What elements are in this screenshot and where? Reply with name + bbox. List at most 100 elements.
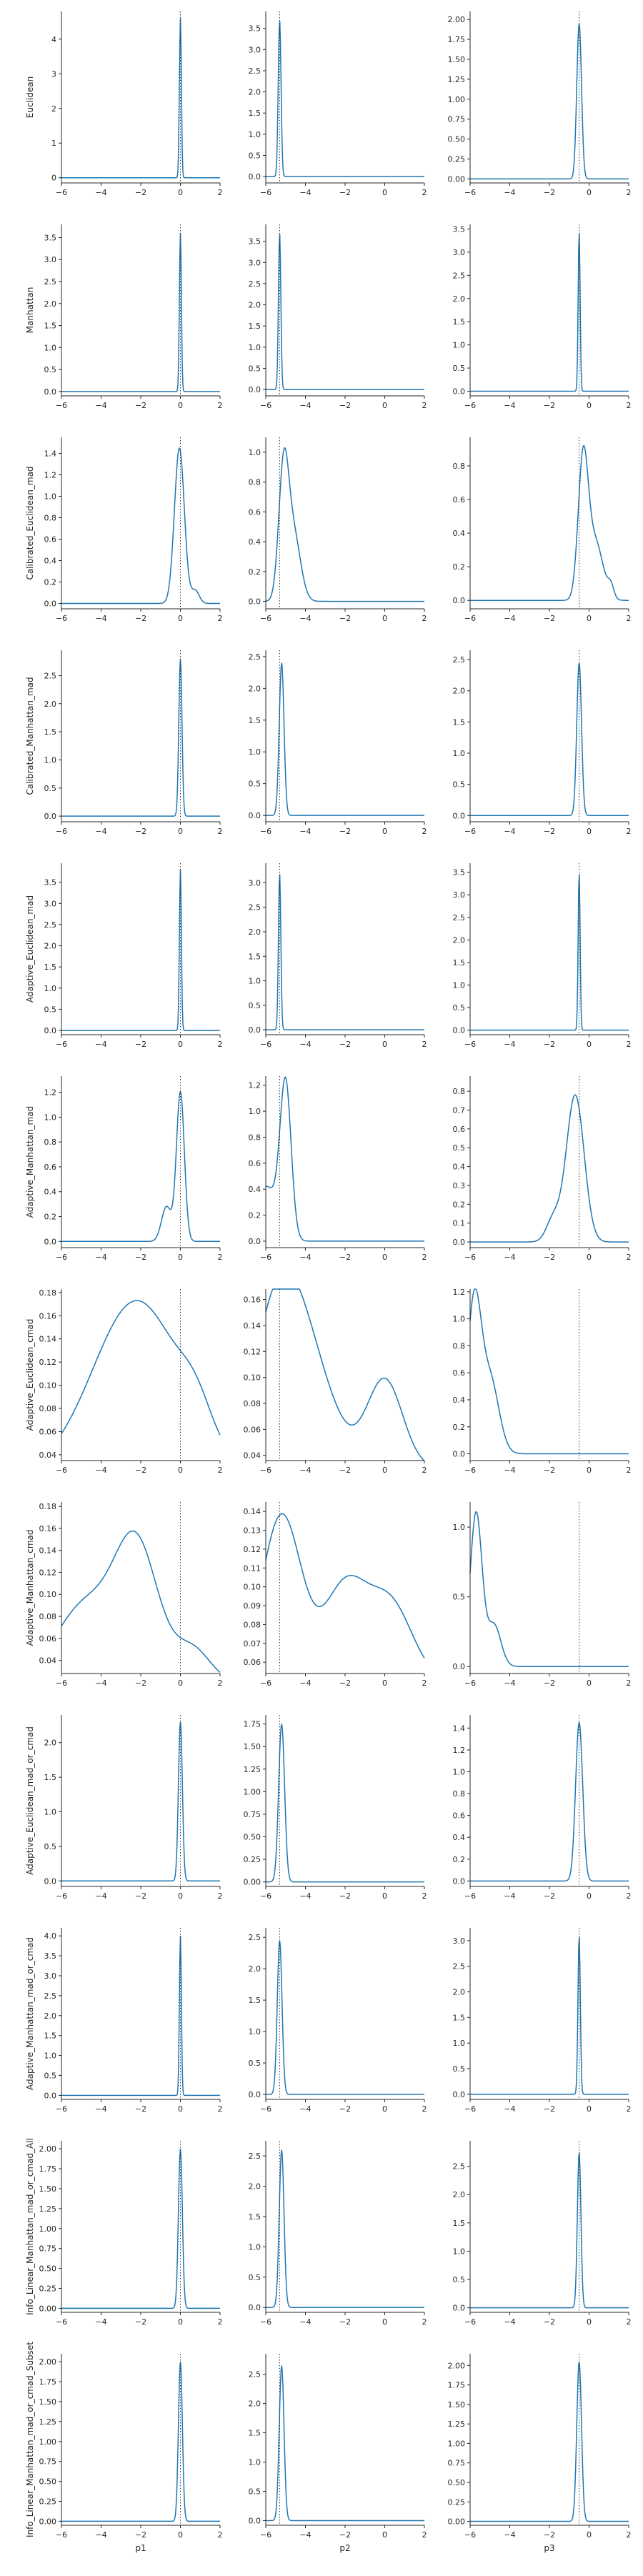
x-tick-label: −2 <box>339 1040 351 1049</box>
y-tick-label: 0.2 <box>249 567 261 577</box>
y-tick-label: 0.0 <box>44 1876 57 1886</box>
y-tick-label: 2.5 <box>249 66 261 76</box>
y-tick-label: 0.0 <box>44 1237 57 1246</box>
y-tick-label: 0.0 <box>453 1662 466 1671</box>
x-tick-label: −2 <box>135 2530 146 2540</box>
y-tick-label: 1 <box>51 139 56 148</box>
panel-r4-p1: −6 −4 −2 0 2 0.0 0.5 1.0 1.5 2.0 2.5 Calibrated_Man… <box>25 650 223 836</box>
y-tick-label: 2.0 <box>249 88 261 97</box>
y-tick-label: 1.5 <box>453 317 466 327</box>
x-tick-label: 2 <box>422 1679 427 1688</box>
y-tick-label: 2.0 <box>453 294 466 304</box>
x-tick-label: 0 <box>178 2317 183 2327</box>
x-tick-label: −2 <box>135 1891 146 1901</box>
x-tick-label: 0 <box>382 1466 387 1475</box>
x-tick-label: −4 <box>504 614 515 623</box>
x-tick-label: 0 <box>587 2104 592 2114</box>
y-tick-label: 2.0 <box>44 700 57 709</box>
x-tick-label: 0 <box>178 1253 183 1262</box>
panel-r8-p2: −6 −4 −2 0 2 0.06 0.07 0.08 0.09 0.10 0.11 0.12 0.13… <box>244 1502 427 1688</box>
y-tick-label: 0.7 <box>453 1105 466 1115</box>
density-curve <box>470 444 629 601</box>
density-curve <box>61 1936 220 2097</box>
y-tick-label: 0.0 <box>453 1238 466 1247</box>
y-tick-label: 0.0 <box>44 387 57 397</box>
y-tick-label: 1.5 <box>453 2013 466 2022</box>
y-tick-label: 0.0 <box>453 1026 466 1035</box>
y-tick-label: 1.0 <box>44 1113 57 1122</box>
y-tick-label: 0.8 <box>453 1341 466 1351</box>
y-tick-label: 0.6 <box>44 535 57 544</box>
density-curve <box>266 662 424 816</box>
y-tick-label: 1.0 <box>249 130 261 139</box>
x-tick-label: 2 <box>627 2530 632 2540</box>
x-tick-label: −4 <box>299 614 311 623</box>
y-tick-label: 1.5 <box>249 1996 261 2005</box>
y-tick-label: 3.0 <box>453 1936 466 1946</box>
y-tick-label: 0.25 <box>448 2497 466 2507</box>
y-tick-label: 0.0 <box>453 387 466 397</box>
y-tick-label: 3.5 <box>453 868 466 877</box>
x-tick-label: 2 <box>627 1466 632 1475</box>
x-tick-label: −4 <box>95 1891 106 1901</box>
x-tick-label: 2 <box>627 1253 632 1262</box>
x-tick-label: −4 <box>299 1466 311 1475</box>
x-tick-label: −6 <box>260 2317 271 2327</box>
y-tick-label: 0.04 <box>39 1451 57 1460</box>
density-curve <box>470 2362 629 2522</box>
x-tick-label: −2 <box>544 2530 555 2540</box>
y-tick-label: 1.0 <box>249 1107 261 1116</box>
y-tick-label: 2.0 <box>249 928 261 937</box>
x-tick-label: −2 <box>135 401 146 410</box>
x-tick-label: 0 <box>382 1891 387 1901</box>
y-tick-label: 1.0 <box>44 1807 57 1816</box>
x-tick-label: −2 <box>544 1040 555 1049</box>
panel-r2-p1: −6 −4 −2 0 2 0.0 0.5 1.0 1.5 2.0 2.5 3.0 3.5 Manhatta… <box>25 224 223 410</box>
row-ylabel: Adaptive_Euclidean_mad_or_cmad <box>25 1726 35 1875</box>
panel-r8-p3: −6 −4 −2 0 2 0.0 0.5 1.0 <box>453 1502 632 1688</box>
y-tick-label: 0.4 <box>44 1188 57 1197</box>
x-tick-label: 2 <box>218 2317 223 2327</box>
y-tick-label: 1.5 <box>44 963 57 972</box>
x-tick-label: −6 <box>260 401 271 410</box>
y-tick-label: 0.16 <box>39 1524 57 1533</box>
y-tick-label: 0.8 <box>44 514 57 523</box>
y-tick-label: 3.5 <box>249 24 261 34</box>
x-tick-label: −2 <box>339 188 351 197</box>
y-tick-label: 1.0 <box>453 341 466 350</box>
y-tick-label: 0.5 <box>453 780 466 790</box>
x-tick-label: 2 <box>627 1040 632 1049</box>
y-tick-label: 0.8 <box>44 1138 57 1147</box>
y-tick-label: 0.50 <box>39 2477 57 2487</box>
x-tick-label: 2 <box>627 188 632 197</box>
y-tick-label: 0.25 <box>39 2284 57 2294</box>
panel-r1-p2: −6 −4 −2 0 2 0.0 0.5 1.0 1.5 2.0 2.5 3.0 3.5 <box>249 11 427 197</box>
y-tick-label: 0.00 <box>448 2517 466 2527</box>
x-tick-label: 0 <box>587 1040 592 1049</box>
y-tick-label: 3 <box>51 69 56 79</box>
y-tick-label: 1.50 <box>448 2400 466 2410</box>
x-tick-label: 0 <box>382 2104 387 2114</box>
y-tick-label: 0.5 <box>453 2064 466 2074</box>
y-tick-label: 1.00 <box>448 95 466 104</box>
y-tick-label: 0.25 <box>244 1855 261 1864</box>
y-tick-label: 0.50 <box>39 2264 57 2274</box>
y-tick-label: 1.00 <box>244 1787 261 1796</box>
y-tick-label: 1.0 <box>453 1315 466 1324</box>
y-tick-label: 1.25 <box>39 2417 57 2427</box>
x-tick-label: −2 <box>135 614 146 623</box>
panel-r3-p1: −6 −4 −2 0 2 0.0 0.2 0.4 0.6 0.8 1.0 1.2 1.4 Calibrat… <box>25 437 223 623</box>
x-tick-label: −2 <box>135 1466 146 1475</box>
x-tick-label: 0 <box>587 401 592 410</box>
x-tick-label: −2 <box>135 188 146 197</box>
y-tick-label: 1.0 <box>44 343 57 352</box>
y-tick-label: 1.0 <box>44 2052 57 2061</box>
y-tick-label: 0.5 <box>44 784 57 793</box>
y-tick-label: 2.5 <box>249 903 261 912</box>
y-tick-label: 1.75 <box>39 2164 57 2174</box>
y-tick-label: 2.5 <box>44 1991 57 2001</box>
x-tick-label: −4 <box>504 2317 515 2327</box>
y-tick-label: 2.0 <box>44 299 57 309</box>
y-tick-label: 0.0 <box>249 385 261 394</box>
x-tick-label: 2 <box>422 2317 427 2327</box>
